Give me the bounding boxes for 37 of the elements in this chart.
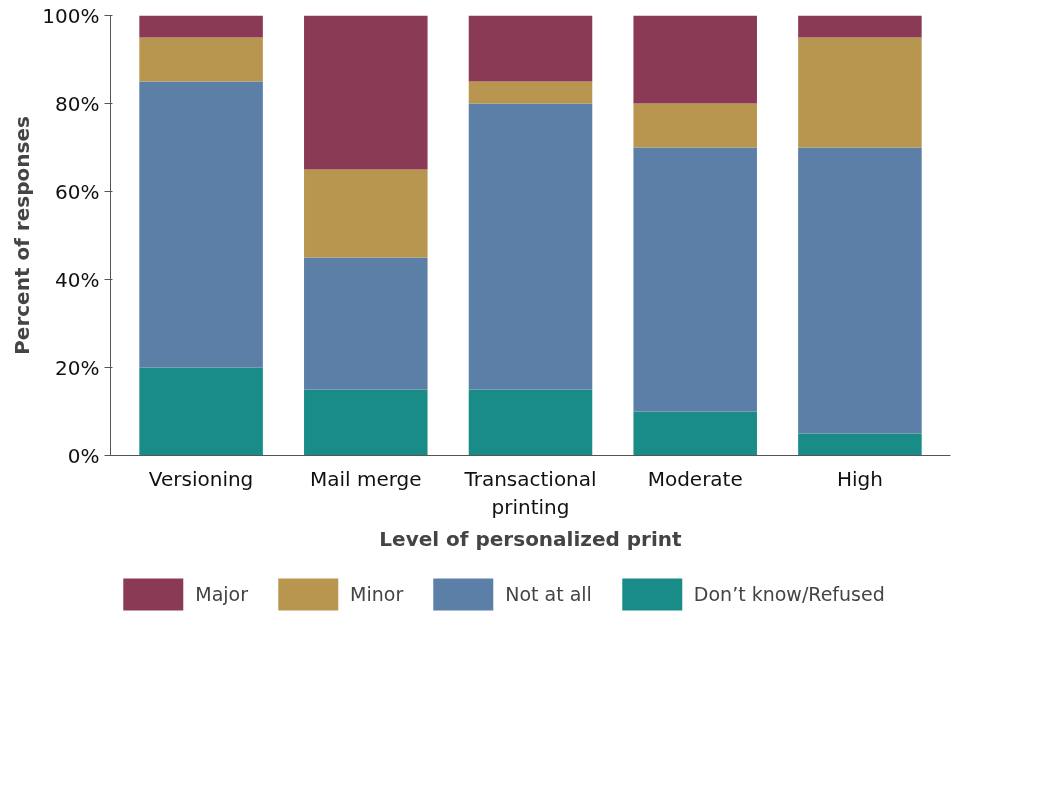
legend-label: Minor: [350, 583, 404, 605]
bar: [633, 411, 757, 456]
x-tick-label: High: [836, 466, 883, 491]
bar: [633, 103, 757, 148]
bar: [798, 147, 922, 434]
bar: [139, 15, 263, 38]
bar: [304, 169, 428, 258]
bar: [633, 15, 757, 104]
bar: [139, 37, 263, 82]
y-tick-label: 60%: [55, 179, 100, 204]
bar: [468, 15, 593, 82]
legend-label: Not at all: [505, 583, 592, 605]
bar: [304, 257, 428, 390]
bar: [139, 81, 263, 368]
legend-label: Major: [195, 583, 249, 605]
y-axis-title: Percent of responses: [10, 116, 35, 355]
y-tick-label: 0%: [67, 443, 100, 468]
bar: [798, 37, 922, 148]
x-tick-label: Moderate: [647, 466, 743, 491]
y-tick-label: 20%: [55, 355, 100, 380]
bar: [304, 15, 428, 170]
legend-label: Don’t know/Refused: [693, 583, 885, 605]
bar: [468, 389, 593, 456]
y-tick-label: 80%: [55, 91, 100, 116]
bar: [633, 147, 757, 412]
y-tick-label: 40%: [55, 267, 100, 292]
x-tick-label: Mail merge: [309, 466, 422, 491]
bar: [468, 81, 593, 104]
bar: [468, 103, 593, 390]
x-tick-label: Versioning: [148, 466, 254, 491]
y-tick-label: 100%: [42, 3, 100, 28]
bar: [139, 367, 263, 456]
bar: [798, 433, 922, 456]
bar: [798, 15, 922, 38]
bar: [304, 389, 428, 456]
x-axis-title: Level of personalized print: [379, 527, 683, 552]
x-tick-label: Transactional printing: [463, 466, 597, 520]
